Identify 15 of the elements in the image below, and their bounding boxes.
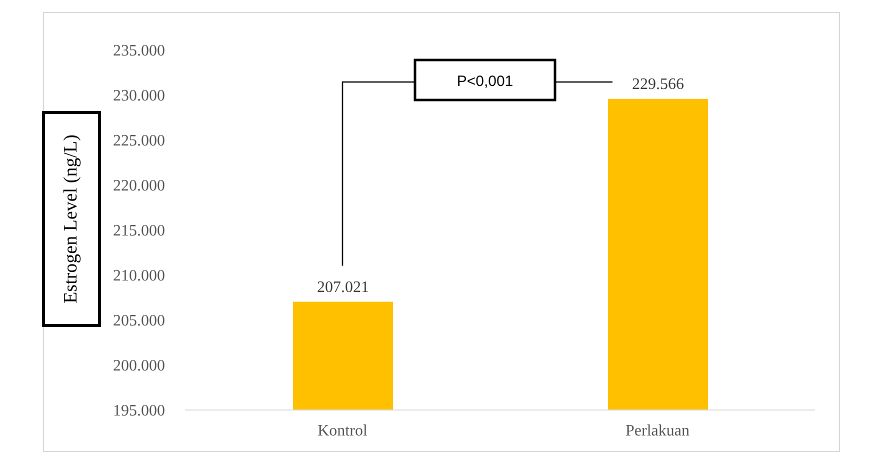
y-tick-label: 210.000 [113, 268, 165, 285]
x-tick-label: Kontrol [318, 422, 368, 440]
annotation: P<0,001 [456, 73, 514, 90]
y-tick-label: 205.000 [113, 312, 165, 330]
y-tick-label: 200.000 [113, 358, 165, 375]
y-tick-label: 195.000 [113, 402, 165, 420]
y-tick-label: 215.000 [113, 222, 165, 240]
data-label: 207.021 [317, 278, 369, 296]
y-tick-label: 230.000 [113, 88, 165, 105]
y-axis-title: Estrogen Level (ng/L) [60, 134, 82, 304]
x-tick-label: Perlakuan [626, 422, 690, 440]
y-tick-label: 220.000 [113, 178, 165, 195]
data-label: 229.566 [632, 76, 684, 93]
y-tick-label: 235.000 [113, 42, 165, 60]
y-tick-label: 225.000 [113, 132, 165, 150]
